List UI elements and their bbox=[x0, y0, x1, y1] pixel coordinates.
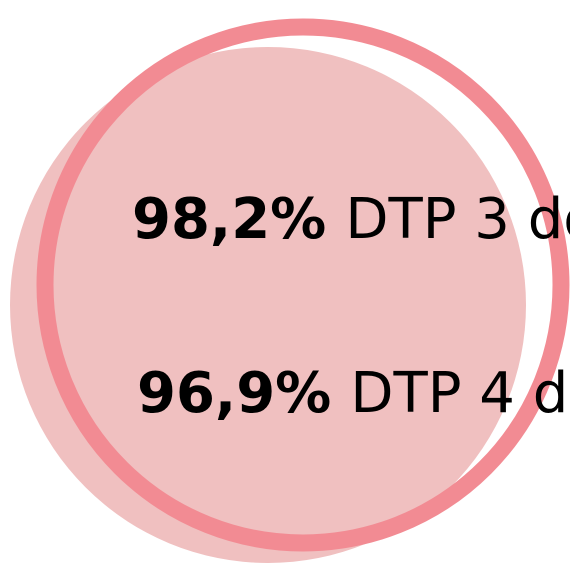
stat-label: DTP 4 do bbox=[350, 361, 570, 426]
stat-line: 96,9% DTP 4 do bbox=[137, 361, 570, 426]
stat-label: DTP 3 do bbox=[345, 187, 570, 252]
stat-line: 98,2% DTP 3 do bbox=[132, 187, 570, 252]
ring bbox=[36, 18, 570, 552]
filled-circle bbox=[10, 47, 526, 563]
stat-value: 96,9% bbox=[137, 361, 331, 426]
stat-value: 98,2% bbox=[132, 187, 326, 252]
